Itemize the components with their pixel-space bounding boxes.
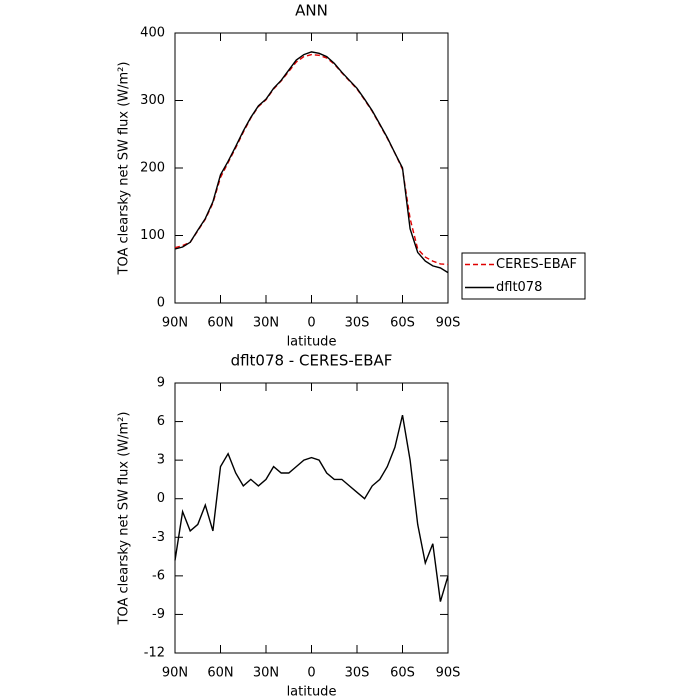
x-tick-label: 0	[307, 316, 315, 331]
y-tick-label: 0	[157, 296, 165, 311]
y-axis-label: TOA clearsky net SW flux (W/m²)	[117, 62, 132, 276]
x-tick-label: 60S	[390, 666, 415, 681]
y-tick-label: 200	[140, 161, 165, 176]
y-tick-label: 400	[140, 26, 165, 41]
data-line	[174, 414, 449, 602]
x-tick-label: 90N	[162, 316, 188, 331]
x-tick-label: 0	[307, 666, 315, 681]
y-tick-label: -6	[152, 568, 165, 583]
plot-frame	[174, 32, 449, 304]
y-tick-label: -12	[144, 646, 165, 661]
x-tick-label: 30N	[253, 666, 279, 681]
data-line	[174, 51, 449, 274]
x-tick-label: 30S	[345, 666, 370, 681]
x-tick-label: 90N	[162, 666, 188, 681]
x-tick-label: 90S	[436, 316, 461, 331]
legend-box	[461, 252, 586, 300]
x-tick-label: 60N	[207, 666, 233, 681]
y-axis-label: TOA clearsky net SW flux (W/m²)	[117, 412, 132, 626]
chart-title: dflt078 - CERES-EBAF	[231, 352, 393, 370]
y-tick-label: 6	[157, 414, 165, 429]
x-tick-label: 30S	[345, 316, 370, 331]
legend-label: CERES-EBAF	[496, 257, 577, 272]
x-tick-label: 30N	[253, 316, 279, 331]
y-tick-label: 100	[140, 228, 165, 243]
y-tick-label: -9	[152, 607, 165, 622]
chart-title: ANN	[295, 2, 328, 20]
y-tick-label: -3	[152, 530, 165, 545]
y-tick-label: 300	[140, 93, 165, 108]
y-tick-label: 0	[157, 491, 165, 506]
y-tick-label: 3	[157, 453, 165, 468]
y-tick-label: 9	[157, 376, 165, 391]
x-axis-label: latitude	[287, 335, 337, 350]
x-tick-label: 60N	[207, 316, 233, 331]
legend-label: dflt078	[496, 280, 542, 295]
x-axis-label: latitude	[287, 685, 337, 700]
data-line	[174, 53, 449, 266]
x-tick-label: 60S	[390, 316, 415, 331]
plot-frame	[174, 382, 449, 654]
x-tick-label: 90S	[436, 666, 461, 681]
